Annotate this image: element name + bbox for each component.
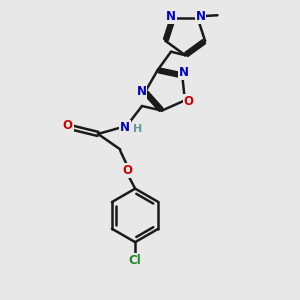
Text: O: O <box>123 164 133 177</box>
Text: N: N <box>120 121 130 134</box>
Text: O: O <box>183 95 194 108</box>
Text: N: N <box>136 85 146 98</box>
Text: Cl: Cl <box>129 254 142 267</box>
Text: N: N <box>179 67 189 80</box>
Text: N: N <box>166 10 176 22</box>
Text: H: H <box>133 124 142 134</box>
Text: O: O <box>63 119 73 132</box>
Text: N: N <box>196 10 206 22</box>
